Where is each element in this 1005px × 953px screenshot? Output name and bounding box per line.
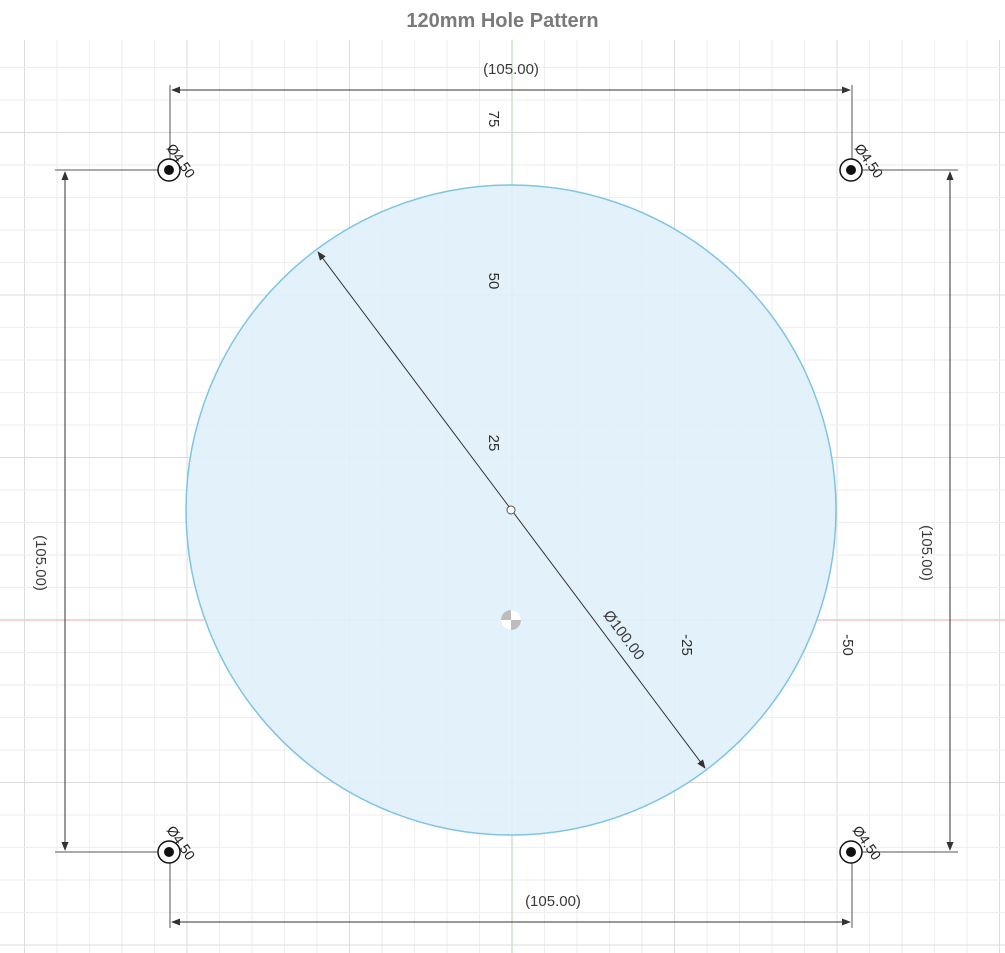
hole-bottom-right[interactable]: Ø4.50	[839, 823, 885, 864]
dimension-left[interactable]: (105.00)	[32, 169, 165, 853]
dimension-bottom-label: (105.00)	[525, 893, 581, 910]
hole-bottom-left[interactable]: Ø4.50	[157, 823, 199, 864]
circle-center-point[interactable]	[506, 505, 516, 515]
diagram-title: 120mm Hole Pattern	[406, 10, 599, 32]
axis-label-neg50: -50	[839, 634, 856, 656]
dimension-right[interactable]: (105.00)	[860, 169, 958, 853]
axis-label-75: 75	[485, 111, 502, 128]
origin-icon[interactable]	[501, 610, 521, 630]
dimension-right-label: (105.00)	[918, 525, 935, 581]
hole-top-left[interactable]: Ø4.50	[157, 141, 199, 182]
axis-label-neg25: -25	[678, 634, 695, 656]
dimension-top[interactable]: (105.00)	[169, 61, 853, 160]
axis-label-25: 25	[485, 435, 502, 452]
hole-top-right[interactable]: Ø4.50	[839, 141, 887, 182]
axis-label-50: 50	[485, 273, 502, 290]
dimension-left-label: (105.00)	[32, 535, 49, 591]
dimension-top-label: (105.00)	[483, 61, 539, 78]
dimension-bottom[interactable]: (105.00)	[169, 855, 853, 928]
